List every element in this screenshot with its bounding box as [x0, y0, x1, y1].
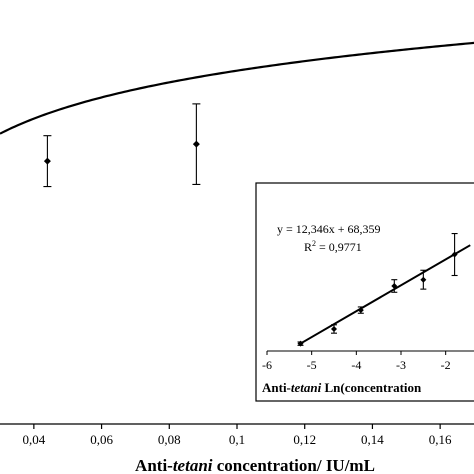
main-x-tick-label: 0,14: [361, 432, 384, 447]
inset-x-tick-label: -3: [396, 358, 406, 372]
main-data-point: [192, 140, 200, 148]
inset-data-point: [331, 325, 337, 332]
inset-data-point: [451, 251, 458, 258]
inset-axes: -6 -5 -4 -3 -2: [262, 350, 474, 372]
main-axes: 0,04 0,06 0,08 0,1 0,12 0,14 0,16: [0, 423, 474, 447]
inset-x-tick-label: -6: [262, 358, 272, 372]
inset-equation: y = 12,346x + 68,359: [277, 222, 381, 236]
main-x-tick-label: 0,08: [158, 432, 181, 447]
inset-regression-line: [299, 244, 471, 345]
inset-x-tick-label: -5: [307, 358, 317, 372]
main-data-points: [43, 103, 201, 188]
inset-data-point: [391, 282, 398, 289]
main-chart: 0,04 0,06 0,08 0,1 0,12 0,14 0,16 Anti-tetani …: [0, 41, 474, 474]
inset-r-squared: R2 = 0,9771: [304, 239, 362, 254]
main-fit-curve: [0, 41, 474, 135]
inset-chart: -6 -5 -4 -3 -2 y = 12,346x + 68,359 R2 = 0,9…: [255, 182, 474, 402]
inset-x-axis-title: Anti-tetani Ln(concentration: [262, 380, 422, 395]
inset-data-point: [420, 276, 427, 283]
main-x-tick-label: 0,1: [229, 432, 245, 447]
inset-frame: [255, 182, 474, 402]
main-x-tick-label: 0,04: [22, 432, 45, 447]
inset-x-tick-label: -2: [441, 358, 451, 372]
main-x-tick-label: 0,06: [90, 432, 113, 447]
inset-x-tick-label: -4: [351, 358, 361, 372]
main-x-tick-label: 0,16: [429, 432, 452, 447]
main-x-axis-title: Anti-tetani concentration/ IU/mL: [135, 456, 375, 474]
inset-data-points: [297, 233, 458, 347]
main-data-point: [43, 157, 51, 165]
main-x-tick-label: 0,12: [293, 432, 316, 447]
inset-data-point: [357, 307, 364, 314]
inset-data-point: [297, 340, 304, 347]
